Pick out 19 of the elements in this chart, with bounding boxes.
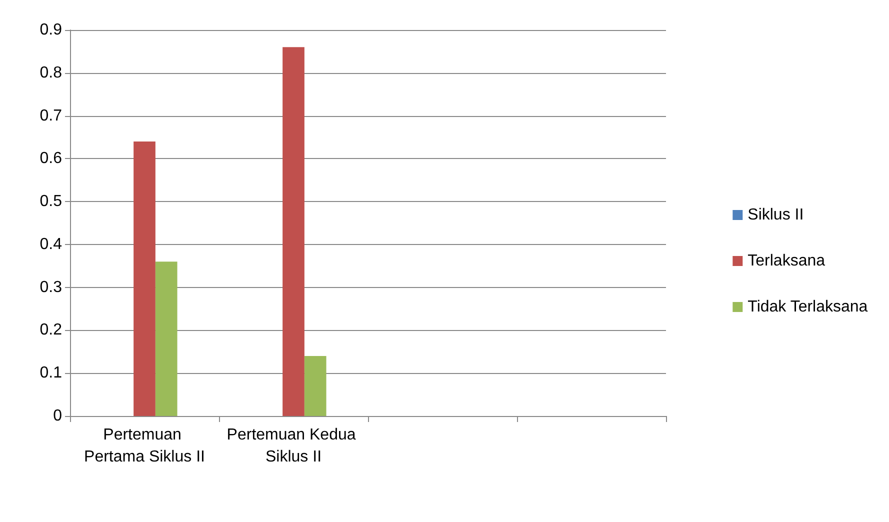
bar — [134, 142, 156, 416]
y-tick-label: 0.4 — [40, 236, 62, 253]
x-tick-label: Pertemuan Pertama Siklus II — [84, 426, 205, 466]
y-tick-label: 0.6 — [40, 150, 62, 168]
y-tick-label: 0.2 — [40, 322, 62, 339]
legend-label: Siklus II — [748, 206, 804, 224]
bar — [282, 47, 304, 416]
y-tick-label: 0.9 — [40, 22, 62, 38]
bar — [304, 356, 326, 416]
legend-label: Tidak Terlaksana — [748, 298, 868, 316]
bar — [155, 262, 178, 416]
y-tick-label: 0.3 — [40, 278, 62, 296]
y-tick-label: 0 — [53, 408, 62, 424]
x-tick-label: Pertemuan Kedua Siklus II — [226, 426, 360, 466]
legend-label: Terlaksana — [748, 252, 826, 270]
y-tick-label: 0.1 — [40, 364, 62, 382]
y-tick-label: 0.5 — [40, 193, 62, 210]
y-tick-label: 0.7 — [40, 107, 62, 124]
y-tick-label: 0.8 — [40, 64, 62, 82]
